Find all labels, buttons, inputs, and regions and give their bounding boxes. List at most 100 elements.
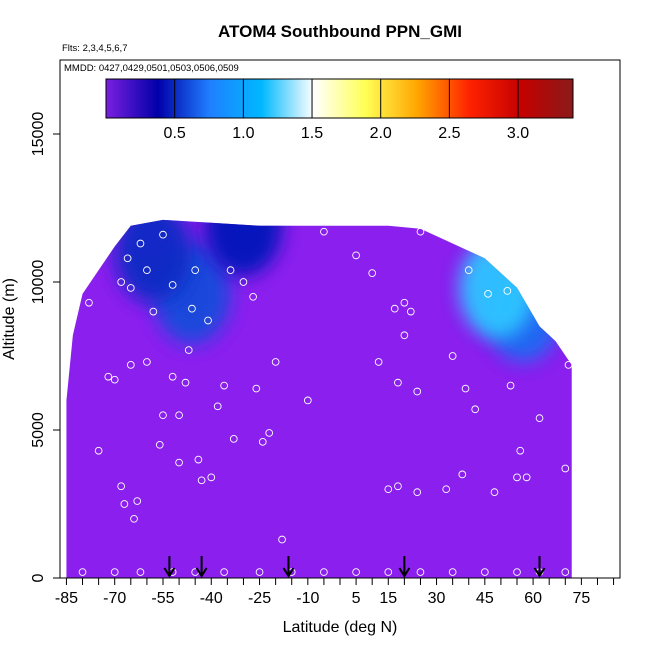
sample-point [69,269,77,277]
sample-point [352,251,360,260]
sample-point [184,346,193,354]
sample-point [390,304,399,313]
sample-point [394,482,402,491]
x-tick-label: -55 [151,590,174,607]
x-tick-label: -10 [296,590,319,607]
sample-point [126,284,135,292]
sample-point [117,482,125,491]
plume-3 [459,237,537,339]
sample-point [480,568,489,576]
sample-point [484,289,492,298]
colorbar-tick-label: 3.0 [507,125,529,142]
sample-point [320,227,328,236]
profile-markers [163,556,546,578]
sample-point [413,387,422,396]
profile-marker-head [533,567,546,578]
colorbar-tick-label: 2.5 [438,125,460,142]
y-tick-label: 5000 [30,412,47,448]
sample-point [168,281,177,289]
y-tick-label: 0 [30,573,47,582]
x-tick-label: -85 [55,590,78,607]
sample-point [506,381,515,390]
sample-point [197,476,206,485]
sample-point [104,372,113,381]
sample-point [529,298,537,307]
sample-point [159,411,167,420]
sample-point [133,497,142,505]
sample-point [159,230,167,239]
sample-point [490,488,499,497]
sample-point [252,384,261,393]
sample-point [94,446,103,455]
sample-point [123,254,132,263]
sample-point [278,535,286,544]
sample-point [191,266,200,275]
sample-point [406,307,415,316]
x-tick-label: 75 [572,590,590,607]
x-tick-label: -25 [248,590,271,607]
sample-point [175,458,183,467]
sample-point [503,287,512,295]
sample-point [413,488,422,497]
sample-point [384,485,393,494]
sample-point [229,435,238,443]
y-tick-label: 10000 [30,260,47,305]
sample-point [213,402,222,411]
sample-point [220,568,228,576]
sample-point [400,331,409,340]
sample-point [448,568,457,576]
sample-point [271,358,280,366]
chart-title: ATOM4 Southbound PPN_GMI [218,22,462,41]
sample-point [535,414,544,423]
sample-point [265,429,274,437]
x-tick-label: 15 [379,590,397,607]
sample-point [130,514,138,523]
sample-point [394,378,402,387]
colorbar-scale [105,78,574,119]
sample-point [207,473,216,482]
x-tick-label: -70 [103,590,126,607]
colorbar-tick-label: 0.5 [164,125,186,142]
x-tick-label: 5 [352,590,361,607]
profile-marker-head [398,567,411,578]
x-tick-label: 45 [476,590,494,607]
flights-annotation: Flts: 2,3,4,5,6,7 [62,43,127,54]
sample-point [85,298,93,307]
sample-point [461,384,470,393]
sample-point [303,396,312,405]
sample-point [226,266,235,275]
axes: -85 -70 -55 -40 -25 -10 5 15 30 45 60 75 0 5000 10000 1… [30,112,615,607]
sample-point [448,352,457,360]
y-axis-label: Altitude (m) [1,278,18,360]
sample-point [416,568,425,576]
profile-marker-head [163,567,176,578]
sample-point [374,358,383,366]
sample-point [175,411,183,420]
x-axis-label: Latitude (deg N) [283,619,398,636]
sample-point [117,278,125,286]
sample-point [513,473,521,482]
sample-point [564,361,573,369]
sample-point [400,298,409,307]
sample-point [136,239,145,248]
sample-point [168,372,177,381]
sample-point [126,361,135,369]
sample-point [542,322,550,331]
profile-marker-head [282,567,295,578]
sample-point [368,269,377,277]
sample-point [220,381,228,390]
sample-point [458,470,467,479]
sample-point [136,568,145,576]
sample-point [110,568,119,576]
sample-point [258,437,267,446]
plume-1 [114,219,192,303]
sample-point [194,455,203,464]
sample-point [561,464,570,473]
sample-point [416,227,425,236]
sample-point [516,446,525,455]
sample-point [143,266,151,275]
sample-points [69,227,573,576]
sample-point [320,568,328,576]
sample-point [249,292,257,301]
